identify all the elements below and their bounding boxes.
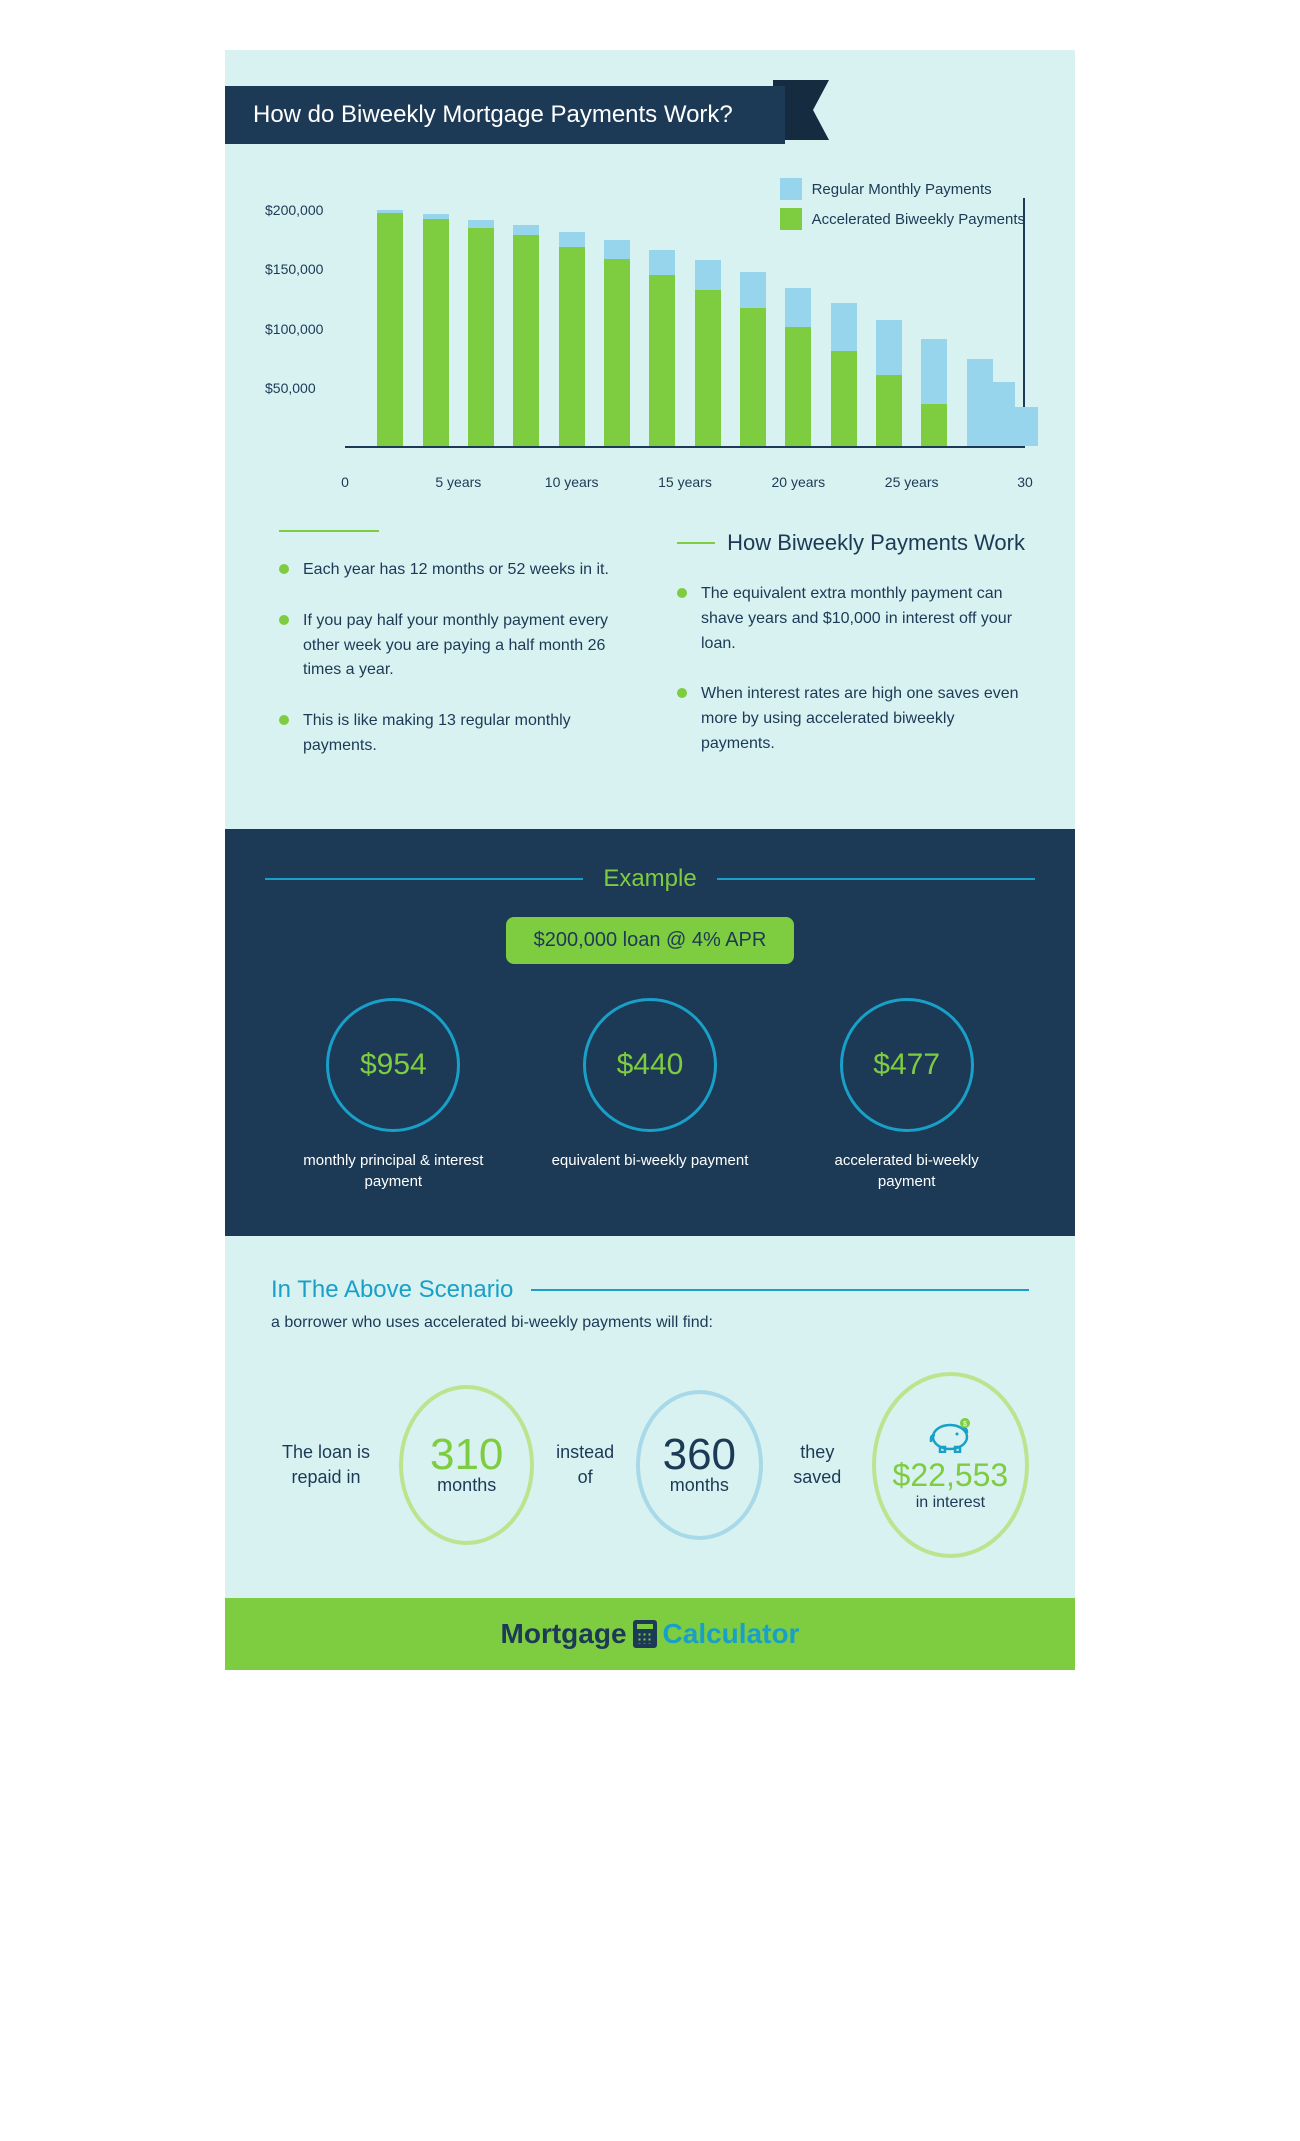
x-tick-label: 10 years [545,474,599,490]
scenario-circle-3: $ $22,553 in interest [872,1372,1029,1558]
scenario-c3-sub: in interest [916,1494,985,1512]
bullet-text: The equivalent extra monthly payment can… [701,582,1025,656]
example-circle: $477 [840,998,974,1132]
scenario-circle-1: 310 months [399,1385,534,1545]
bullet-columns: Each year has 12 months or 52 weeks in i… [225,496,1075,829]
scenario-rule [531,1289,1029,1291]
title-ribbon: How do Biweekly Mortgage Payments Work? [225,80,1075,150]
scenario-section: In The Above Scenario a borrower who use… [225,1236,1075,1598]
example-rule-left [265,878,583,880]
x-tick-label: 15 years [658,474,712,490]
piggy-bank-icon: $ [925,1417,975,1453]
chart-plot [345,198,1025,448]
example-title: Example [603,865,696,893]
scenario-text-2: instead of [552,1440,617,1490]
example-item: $954 monthly principal & interest payment [293,998,493,1192]
bullet-dot-icon [677,588,687,598]
right-title-row: How Biweekly Payments Work [677,530,1025,556]
bar-accelerated [604,259,630,446]
chart-section: Regular Monthly PaymentsAccelerated Biwe… [225,168,1075,496]
scenario-title: In The Above Scenario [271,1276,513,1304]
example-section: Example $200,000 loan @ 4% APR $954 month… [225,829,1075,1236]
bar-accelerated [649,275,675,446]
scenario-c1-unit: months [437,1475,496,1496]
legend-label: Regular Monthly Payments [812,181,992,198]
bar-accelerated [740,308,766,446]
bar-accelerated [513,235,539,446]
bullet-item: This is like making 13 regular monthly p… [279,709,627,759]
example-label: equivalent bi-weekly payment [552,1150,749,1171]
example-value: $954 [360,1048,427,1082]
example-item: $440 equivalent bi-weekly payment [550,998,750,1192]
bullet-item: Each year has 12 months or 52 weeks in i… [279,558,627,583]
example-rule-right [717,878,1035,880]
example-value: $477 [873,1048,940,1082]
scenario-c2-unit: months [670,1475,729,1496]
infographic-card: How do Biweekly Mortgage Payments Work? … [225,50,1075,1670]
y-tick-label: $100,000 [265,321,323,337]
x-tick-label: 30 [1017,474,1033,490]
scenario-text-3: they saved [781,1440,854,1490]
left-rule [279,530,379,532]
y-tick-label: $200,000 [265,202,323,218]
x-tick-label: 0 [341,474,349,490]
bar-accelerated [559,247,585,446]
y-tick-label: $50,000 [265,380,316,396]
calculator-icon [633,1620,657,1648]
example-circles: $954 monthly principal & interest payment… [265,998,1035,1192]
title-bar: How do Biweekly Mortgage Payments Work? [225,86,785,144]
bar-accelerated [377,213,403,446]
bullet-item: The equivalent extra monthly payment can… [677,582,1025,656]
bar-accelerated [695,290,721,446]
bullet-dot-icon [279,715,289,725]
left-column: Each year has 12 months or 52 weeks in i… [279,530,627,785]
x-tick-label: 20 years [771,474,825,490]
right-bullets: The equivalent extra monthly payment can… [677,582,1025,757]
bullet-dot-icon [279,564,289,574]
bullet-text: This is like making 13 regular monthly p… [303,709,627,759]
example-label: monthly principal & interest payment [293,1150,493,1192]
bullet-text: Each year has 12 months or 52 weeks in i… [303,558,609,583]
right-title: How Biweekly Payments Work [727,530,1025,556]
scenario-text-1: The loan is repaid in [271,1440,381,1490]
bullet-item: When interest rates are high one saves e… [677,682,1025,756]
bar-accelerated [876,375,902,446]
example-label: accelerated bi-weekly payment [807,1150,1007,1192]
scenario-c3-amt: $22,553 [893,1457,1009,1494]
bar-accelerated [921,404,947,446]
example-item: $477 accelerated bi-weekly payment [807,998,1007,1192]
example-value: $440 [617,1048,684,1082]
legend-swatch [780,178,802,200]
bar-accelerated [831,351,857,446]
right-column: How Biweekly Payments Work The equivalen… [677,530,1025,785]
footer: Mortgage Calculator [225,1598,1075,1670]
bar-accelerated [423,219,449,446]
scenario-sub: a borrower who uses accelerated bi-weekl… [271,1314,1029,1332]
legend-item: Regular Monthly Payments [780,178,1025,200]
footer-word-1: Mortgage [501,1618,627,1650]
scenario-c2-num: 360 [663,1433,736,1477]
scenario-c1-num: 310 [430,1433,503,1477]
example-circle: $440 [583,998,717,1132]
bullet-dot-icon [279,615,289,625]
y-tick-label: $150,000 [265,261,323,277]
title-pre: How do Biweekly Mortgage [253,101,550,128]
scenario-circle-2: 360 months [636,1390,763,1540]
bar-accelerated [468,228,494,446]
bullet-text: If you pay half your monthly payment eve… [303,609,627,683]
bullet-item: If you pay half your monthly payment eve… [279,609,627,683]
left-bullets: Each year has 12 months or 52 weeks in i… [279,558,627,759]
example-circle: $954 [326,998,460,1132]
title-bold: Payments Work? [550,101,732,128]
svg-text:$: $ [963,1421,967,1428]
bar-regular [1012,407,1038,446]
bullet-text: When interest rates are high one saves e… [701,682,1025,756]
example-pill: $200,000 loan @ 4% APR [506,917,795,964]
right-rule [677,542,715,544]
footer-word-2: Calculator [663,1618,800,1650]
bullet-dot-icon [677,688,687,698]
bar-accelerated [785,327,811,446]
x-tick-label: 25 years [885,474,939,490]
x-tick-label: 5 years [435,474,481,490]
